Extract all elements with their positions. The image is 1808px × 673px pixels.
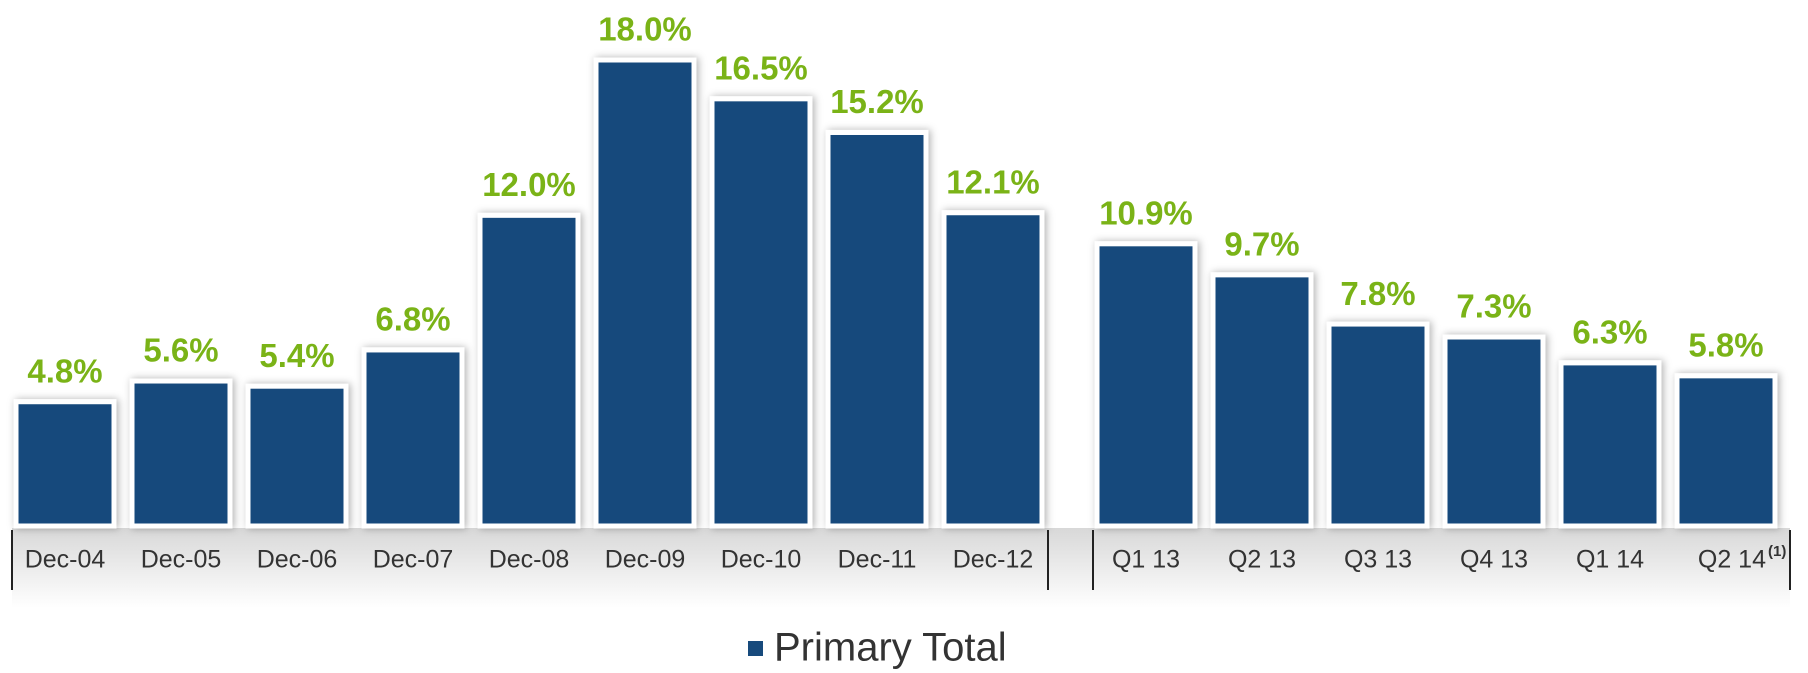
bar bbox=[13, 399, 117, 529]
value-label: 12.1% bbox=[946, 163, 1040, 200]
x-tick-label: Q2 13 bbox=[1228, 546, 1296, 574]
legend-swatch bbox=[748, 641, 763, 656]
x-tick-label: Dec-12 bbox=[953, 546, 1034, 574]
x-tick-label: Q3 13 bbox=[1344, 546, 1412, 574]
x-tick-label: Dec-11 bbox=[838, 546, 917, 574]
value-label: 12.0% bbox=[482, 166, 576, 203]
x-tick-label: Q1 13 bbox=[1112, 546, 1180, 574]
x-tick-label: Dec-09 bbox=[605, 546, 686, 574]
value-label: 7.3% bbox=[1456, 288, 1531, 325]
bar bbox=[129, 378, 233, 529]
value-label: 5.8% bbox=[1688, 327, 1763, 364]
bar bbox=[1210, 272, 1314, 529]
x-tick-label: Dec-10 bbox=[721, 546, 802, 574]
bar bbox=[1326, 321, 1430, 529]
value-label: 7.8% bbox=[1340, 275, 1415, 312]
bar bbox=[245, 383, 349, 529]
x-tick-label: Q4 13 bbox=[1460, 546, 1528, 574]
legend-label: Primary Total bbox=[774, 626, 1007, 670]
value-label: 15.2% bbox=[830, 83, 924, 120]
bar bbox=[361, 347, 465, 529]
x-tick-label: Dec-06 bbox=[257, 546, 338, 574]
footnote-marker: (1) bbox=[1768, 543, 1786, 560]
x-tick-label: Q2 14 bbox=[1698, 546, 1766, 574]
bar bbox=[825, 129, 929, 529]
x-tick-label: Dec-04 bbox=[25, 546, 106, 574]
label-band bbox=[12, 528, 1790, 608]
value-label: 6.8% bbox=[375, 301, 450, 338]
value-label: 4.8% bbox=[27, 352, 102, 389]
bar bbox=[1442, 334, 1546, 529]
value-label: 18.0% bbox=[598, 11, 692, 48]
bar bbox=[593, 57, 697, 529]
bar bbox=[477, 212, 581, 529]
x-tick-label: Q1 14 bbox=[1576, 546, 1644, 574]
value-label: 6.3% bbox=[1572, 314, 1647, 351]
x-tick-label: Dec-05 bbox=[141, 546, 222, 574]
bar bbox=[709, 96, 813, 529]
bar bbox=[1558, 360, 1662, 529]
value-label: 16.5% bbox=[714, 50, 808, 87]
legend: Primary Total bbox=[748, 626, 1007, 670]
value-label: 9.7% bbox=[1224, 226, 1299, 263]
value-label: 10.9% bbox=[1099, 195, 1193, 232]
x-tick-label: Dec-07 bbox=[373, 546, 454, 574]
bar bbox=[941, 210, 1045, 529]
bar bbox=[1674, 373, 1778, 529]
x-tick-label: Dec-08 bbox=[489, 546, 570, 574]
value-label: 5.4% bbox=[259, 337, 334, 374]
value-label: 5.6% bbox=[143, 332, 218, 369]
bar bbox=[1094, 241, 1198, 529]
